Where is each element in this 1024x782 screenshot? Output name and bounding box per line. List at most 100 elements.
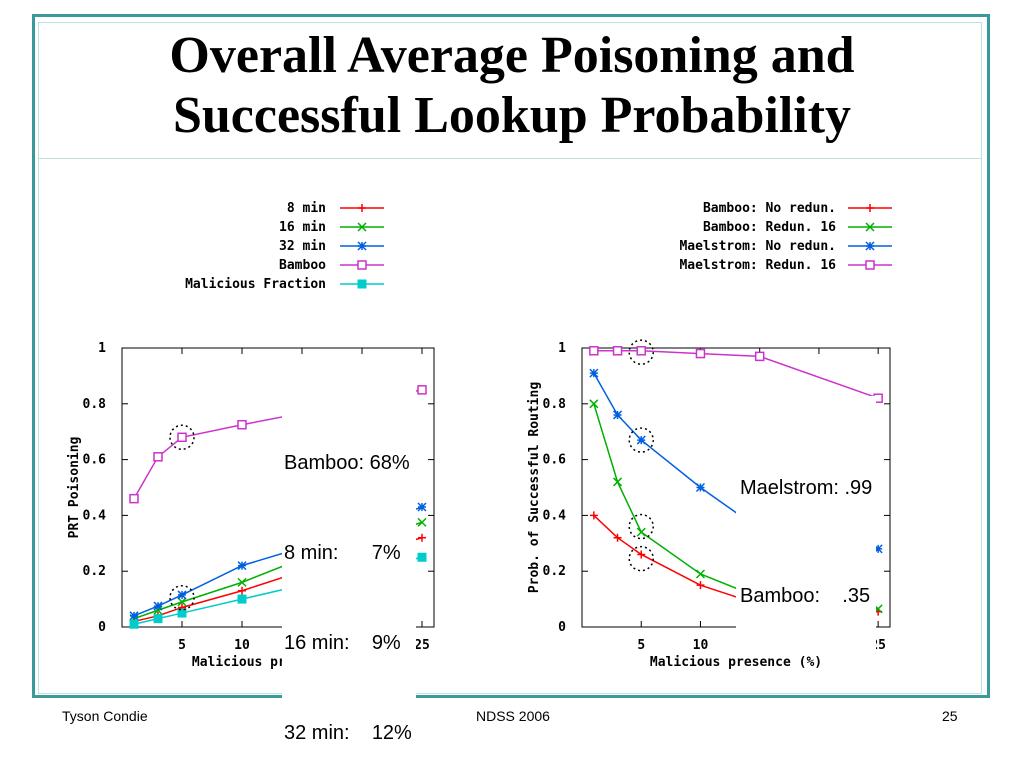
title-line-2: Successful Lookup Probability [172,87,852,144]
slide-title: Overall Average Poisoning and Successful… [60,26,964,146]
data-point [237,577,247,587]
data-point [613,477,623,487]
data-point [695,348,706,359]
legend-marker [865,260,875,270]
legend-marker [866,204,874,212]
data-point [237,594,247,604]
legend-label: Maelstrom: No redun. [679,239,836,254]
y-tick-label: 0.2 [83,564,106,579]
legend-label: 8 min [287,201,326,216]
left-annotation: Bamboo: 68% 8 min: 7% 16 min: 9% 32 min:… [282,386,416,782]
data-point [153,614,163,624]
y-tick-label: 0.8 [543,397,567,412]
data-point [417,552,427,562]
y-tick-label: 1 [98,341,106,356]
data-point [237,419,247,430]
x-axis-label: Malicious presence (%) [650,655,822,670]
data-point [637,550,646,559]
data-point [129,611,139,621]
data-point [417,385,427,395]
x-tick-label: 10 [234,638,250,653]
data-point [177,608,187,618]
anno-line-8min: 8 min: 7% [284,542,401,564]
x-tick-label: 25 [414,638,430,653]
plot-frame [121,347,435,628]
data-point [177,590,187,600]
y-tick-label: 0 [558,620,566,635]
data-point [237,561,247,571]
y-tick-label: 0.8 [83,397,107,412]
legend-label: Bamboo: No redun. [703,201,836,216]
anno-line-maelstrom: Maelstrom: .99 [740,477,873,499]
y-tick-label: 1 [558,341,566,356]
x-tick-label: 5 [637,638,645,653]
legend-marker [357,279,367,289]
x-tick-label: 10 [693,638,709,653]
data-point [873,544,883,554]
data-point [589,346,599,356]
data-point [754,351,765,362]
highlight-circle [169,424,195,451]
legend-marker [357,260,367,270]
data-point [613,410,623,420]
highlight-circle [628,427,654,453]
footer-author: Tyson Condie [62,708,148,724]
legend-label: Bamboo: Redun. 16 [703,220,836,235]
data-point [417,517,427,527]
series-line [593,350,879,399]
legend-marker [865,241,875,251]
x-tick-label: 5 [178,638,186,653]
data-point [177,597,187,607]
data-point [129,493,139,504]
right-annotation: Maelstrom: .99 Bamboo: .35 [736,396,877,652]
legend-label: Malicious Fraction [185,277,326,292]
highlight-circle [628,545,654,572]
y-tick-label: 0.2 [543,564,566,579]
data-point [613,533,622,542]
y-tick-label: 0 [98,620,106,635]
data-point [696,581,705,590]
data-point [636,527,646,537]
data-point [153,601,163,611]
data-point [417,502,427,512]
y-tick-label: 0.4 [543,508,567,523]
y-tick-label: 0.6 [543,453,567,468]
y-axis-label: Prob. of Successful Routing [527,382,542,593]
highlight-circle [169,584,195,611]
legend-label: 16 min [279,220,326,235]
slide-frame [32,14,990,698]
slide-inner-frame [38,22,982,694]
data-point [612,346,623,356]
data-point [129,619,139,629]
anno-line-32min: 32 min: 12% [284,722,412,744]
data-point [177,432,187,443]
legend-label: 32 min [279,239,326,254]
data-point [153,452,163,462]
legend-marker [358,204,366,212]
legend-marker [357,241,367,251]
legend-label: Bamboo [279,258,326,273]
title-line-1: Overall Average Poisoning and [169,27,855,84]
chart-2: 00.20.40.60.81510152025Malicious presenc… [527,201,892,670]
footer-page-number: 25 [942,708,958,724]
data-point [695,569,705,579]
data-point [636,435,646,445]
anno-line-bamboo-right: Bamboo: .35 [740,585,871,607]
highlight-circle [628,339,654,365]
data-point [589,368,599,378]
legend-label: Maelstrom: Redun. 16 [679,258,836,273]
y-axis-label: PRT Poisoning [67,437,82,539]
y-tick-label: 0.4 [83,508,107,523]
title-divider [38,158,982,159]
highlight-circle [628,513,654,540]
data-point [695,482,705,493]
anno-line-bamboo: Bamboo: 68% [284,452,410,474]
data-point [589,511,598,520]
data-point [636,346,646,356]
anno-line-16min: 16 min: 9% [284,632,401,654]
legend-marker [357,222,367,232]
legend-marker [865,222,875,232]
data-point [589,399,599,409]
y-tick-label: 0.6 [83,453,107,468]
